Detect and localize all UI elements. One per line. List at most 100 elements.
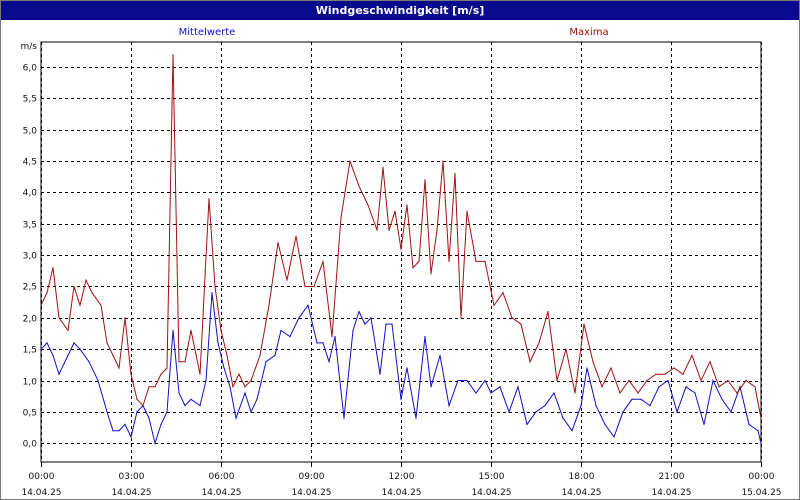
data-point [547, 311, 549, 313]
data-point [760, 442, 762, 444]
data-point [406, 367, 408, 369]
data-point [580, 405, 582, 407]
data-point [664, 373, 666, 375]
x-tick-time: 00:00 [29, 472, 55, 482]
data-point [502, 292, 504, 294]
data-point [340, 216, 342, 219]
data-point [172, 53, 174, 56]
data-point [493, 304, 495, 306]
data-point [52, 354, 54, 356]
data-point [553, 392, 555, 394]
data-point [424, 336, 426, 338]
data-point [268, 304, 270, 306]
data-point [439, 354, 441, 356]
data-point [511, 317, 513, 319]
data-point [130, 436, 132, 438]
data-point [352, 329, 354, 331]
x-tick-time: 21:00 [659, 472, 685, 482]
y-tick-label: 3,5 [23, 221, 37, 231]
data-point [358, 311, 360, 313]
y-tick-label: 5,5 [23, 95, 37, 105]
data-point [484, 379, 486, 382]
data-point [649, 405, 651, 407]
data-point [685, 386, 687, 388]
data-point [100, 304, 102, 306]
data-point [58, 373, 60, 375]
data-point [148, 386, 150, 388]
data-point [106, 411, 108, 413]
data-point [217, 342, 219, 344]
data-point [565, 348, 567, 350]
data-point [442, 160, 444, 162]
data-point [400, 398, 402, 400]
data-point [415, 417, 417, 419]
data-point [748, 423, 750, 425]
data-point [640, 398, 642, 400]
data-point [712, 379, 714, 382]
data-point [586, 367, 588, 369]
x-tick-time: 03:00 [119, 472, 145, 482]
data-point [322, 260, 324, 262]
data-point [367, 204, 369, 206]
data-point [232, 386, 234, 388]
data-point [538, 342, 540, 344]
data-point [130, 373, 132, 375]
data-point [535, 411, 537, 413]
data-point [112, 430, 114, 432]
data-point [475, 392, 477, 394]
data-point [205, 379, 207, 382]
data-point [520, 323, 522, 325]
legend-entry: Maxima [569, 27, 608, 38]
data-point [124, 423, 126, 425]
data-point [457, 379, 459, 382]
data-point [316, 342, 318, 344]
data-point [199, 373, 201, 375]
data-point [91, 292, 93, 294]
data-point [673, 367, 675, 369]
legend-entry: Mittelwerte [179, 27, 236, 38]
data-point [343, 417, 345, 419]
x-tick-date: 14.04.25 [561, 488, 601, 498]
data-point [334, 336, 336, 338]
y-tick-label: 0,0 [23, 440, 38, 450]
data-point [136, 411, 138, 413]
data-point [556, 379, 558, 382]
data-point [172, 329, 174, 331]
data-point [313, 285, 315, 288]
data-point [613, 436, 615, 438]
data-point [739, 386, 741, 388]
data-point [703, 423, 705, 425]
data-point [229, 386, 231, 388]
data-point [637, 392, 639, 394]
data-point [190, 398, 192, 400]
data-point [178, 361, 180, 363]
data-point [721, 398, 723, 400]
y-tick-label: 6,0 [23, 64, 38, 74]
data-point [406, 204, 408, 206]
data-point [466, 379, 468, 382]
data-point [124, 317, 126, 319]
data-point [214, 285, 216, 288]
data-point [286, 279, 288, 281]
data-point [694, 392, 696, 394]
data-point [166, 367, 168, 369]
data-point [490, 392, 492, 394]
data-point [178, 392, 180, 394]
x-tick-time: 06:00 [209, 472, 235, 482]
data-point [298, 317, 300, 319]
window-title: Windgeschwindigkeit [m/s] [1, 1, 799, 20]
data-point [571, 430, 573, 432]
data-point [574, 392, 576, 394]
data-point [709, 361, 711, 363]
data-point [136, 398, 138, 400]
data-point [106, 342, 108, 344]
wind-speed-chart: 6,0 5,5 5,0 4,5 4,0 3,5 3,0 2,5 2,0 1,5 1,0 0,5 0,0 0… [21, 27, 782, 498]
data-point [379, 373, 381, 375]
y-tick-label: 3,0 [23, 252, 38, 262]
data-point [658, 386, 660, 388]
data-point [304, 285, 306, 288]
data-point [745, 379, 747, 382]
y-tick-label: 1,0 [23, 378, 38, 388]
y-axis-label: m/s [21, 42, 38, 52]
